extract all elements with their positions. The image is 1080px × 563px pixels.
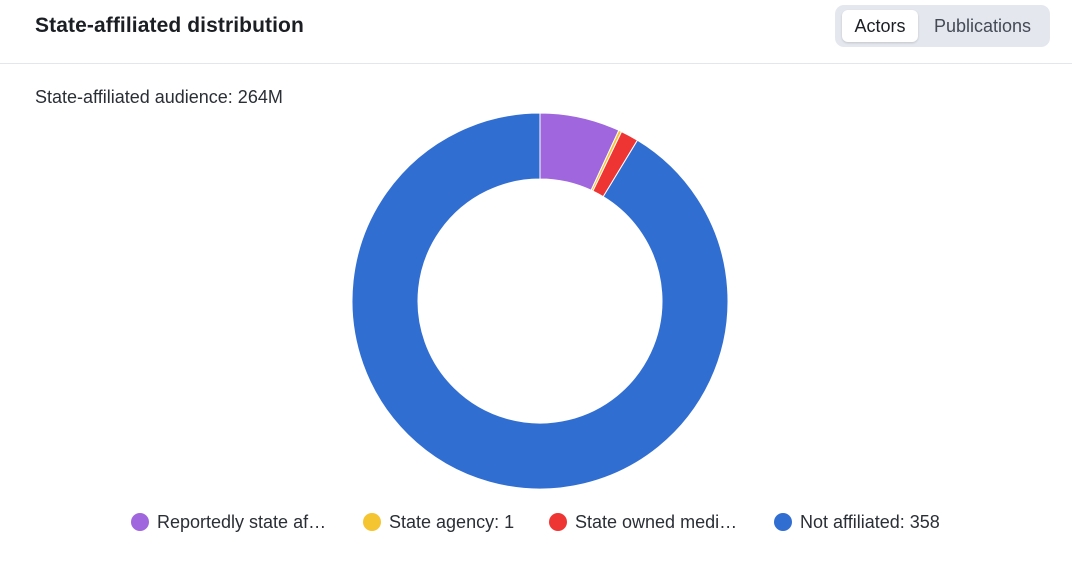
actors-tab[interactable]: Actors: [842, 10, 918, 42]
card-title: State-affiliated distribution: [35, 14, 304, 37]
legend-label-reportedly: Reportedly state af…: [157, 512, 327, 532]
legend-dot-state-agency: [363, 513, 381, 531]
legend-dot-reportedly: [131, 513, 149, 531]
donut-slice-3[interactable]: [351, 112, 729, 490]
audience-summary: State-affiliated audience: 264M: [35, 87, 283, 107]
publications-tab[interactable]: Publications: [933, 16, 1032, 36]
chart-legend: Reportedly state af… State agency: 1 Sta…: [0, 511, 1080, 533]
legend-dot-state-owned: [549, 513, 567, 531]
legend-label-not-affiliated: Not affiliated: 358: [800, 512, 940, 532]
card-header: State-affiliated distribution Actors Pub…: [0, 0, 1072, 64]
view-toggle: Actors Publications: [835, 5, 1050, 47]
legend-label-state-owned: State owned medi…: [575, 512, 738, 532]
legend-dot-not-affiliated: [774, 513, 792, 531]
legend-label-state-agency: State agency: 1: [389, 512, 515, 532]
